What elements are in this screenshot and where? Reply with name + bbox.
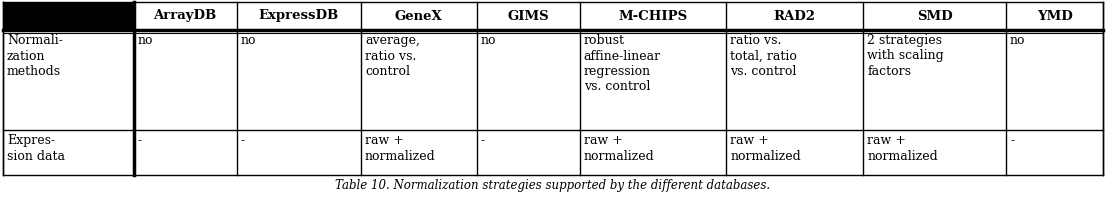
Text: ArrayDB: ArrayDB [154,9,217,22]
Text: no: no [137,34,153,47]
Bar [477,2,580,30]
Text: RAD2: RAD2 [774,9,816,22]
Text: 2 strategies
with scaling
factors: 2 strategies with scaling factors [867,34,943,78]
Text: ExpressDB: ExpressDB [259,9,338,22]
Bar [134,2,237,30]
Bar [863,2,1006,30]
Bar [1006,2,1103,30]
Bar [3,2,134,30]
Text: M-CHIPS: M-CHIPS [618,9,688,22]
Text: GeneX: GeneX [395,9,442,22]
Text: GIMS: GIMS [508,9,549,22]
Bar [1006,30,1103,130]
Bar [580,30,727,130]
Text: raw +
normalized: raw + normalized [867,134,938,162]
Bar [477,30,580,130]
Text: -: - [481,134,484,147]
Text: raw +
normalized: raw + normalized [584,134,655,162]
Bar [237,30,361,130]
Bar [727,130,863,175]
Text: -: - [1010,134,1014,147]
Text: no: no [1010,34,1025,47]
Text: Expres-
sion data: Expres- sion data [7,134,65,162]
Text: raw +
normalized: raw + normalized [365,134,436,162]
Text: average,
ratio vs.
control: average, ratio vs. control [365,34,420,78]
Bar [1006,130,1103,175]
Bar [134,30,237,130]
Text: Normali-
zation
methods: Normali- zation methods [7,34,63,78]
Bar [361,30,477,130]
Bar [863,30,1006,130]
Bar [727,2,863,30]
Text: raw +
normalized: raw + normalized [730,134,801,162]
Bar [237,2,361,30]
Text: SMD: SMD [917,9,952,22]
Text: ratio vs.
total, ratio
vs. control: ratio vs. total, ratio vs. control [730,34,797,78]
Text: no: no [481,34,497,47]
Text: no: no [241,34,257,47]
Text: YMD: YMD [1036,9,1073,22]
Text: -: - [241,134,244,147]
Bar [3,30,134,130]
Bar [134,130,237,175]
Bar [580,2,727,30]
Bar [361,130,477,175]
Bar [3,130,134,175]
Bar [477,130,580,175]
Text: robust
affine-linear
regression
vs. control: robust affine-linear regression vs. cont… [584,34,661,94]
Bar [361,2,477,30]
Bar [727,30,863,130]
Bar [863,130,1006,175]
Text: Table 10. Normalization strategies supported by the different databases.: Table 10. Normalization strategies suppo… [335,179,771,192]
Bar [237,130,361,175]
Text: -: - [137,134,142,147]
Bar [580,130,727,175]
